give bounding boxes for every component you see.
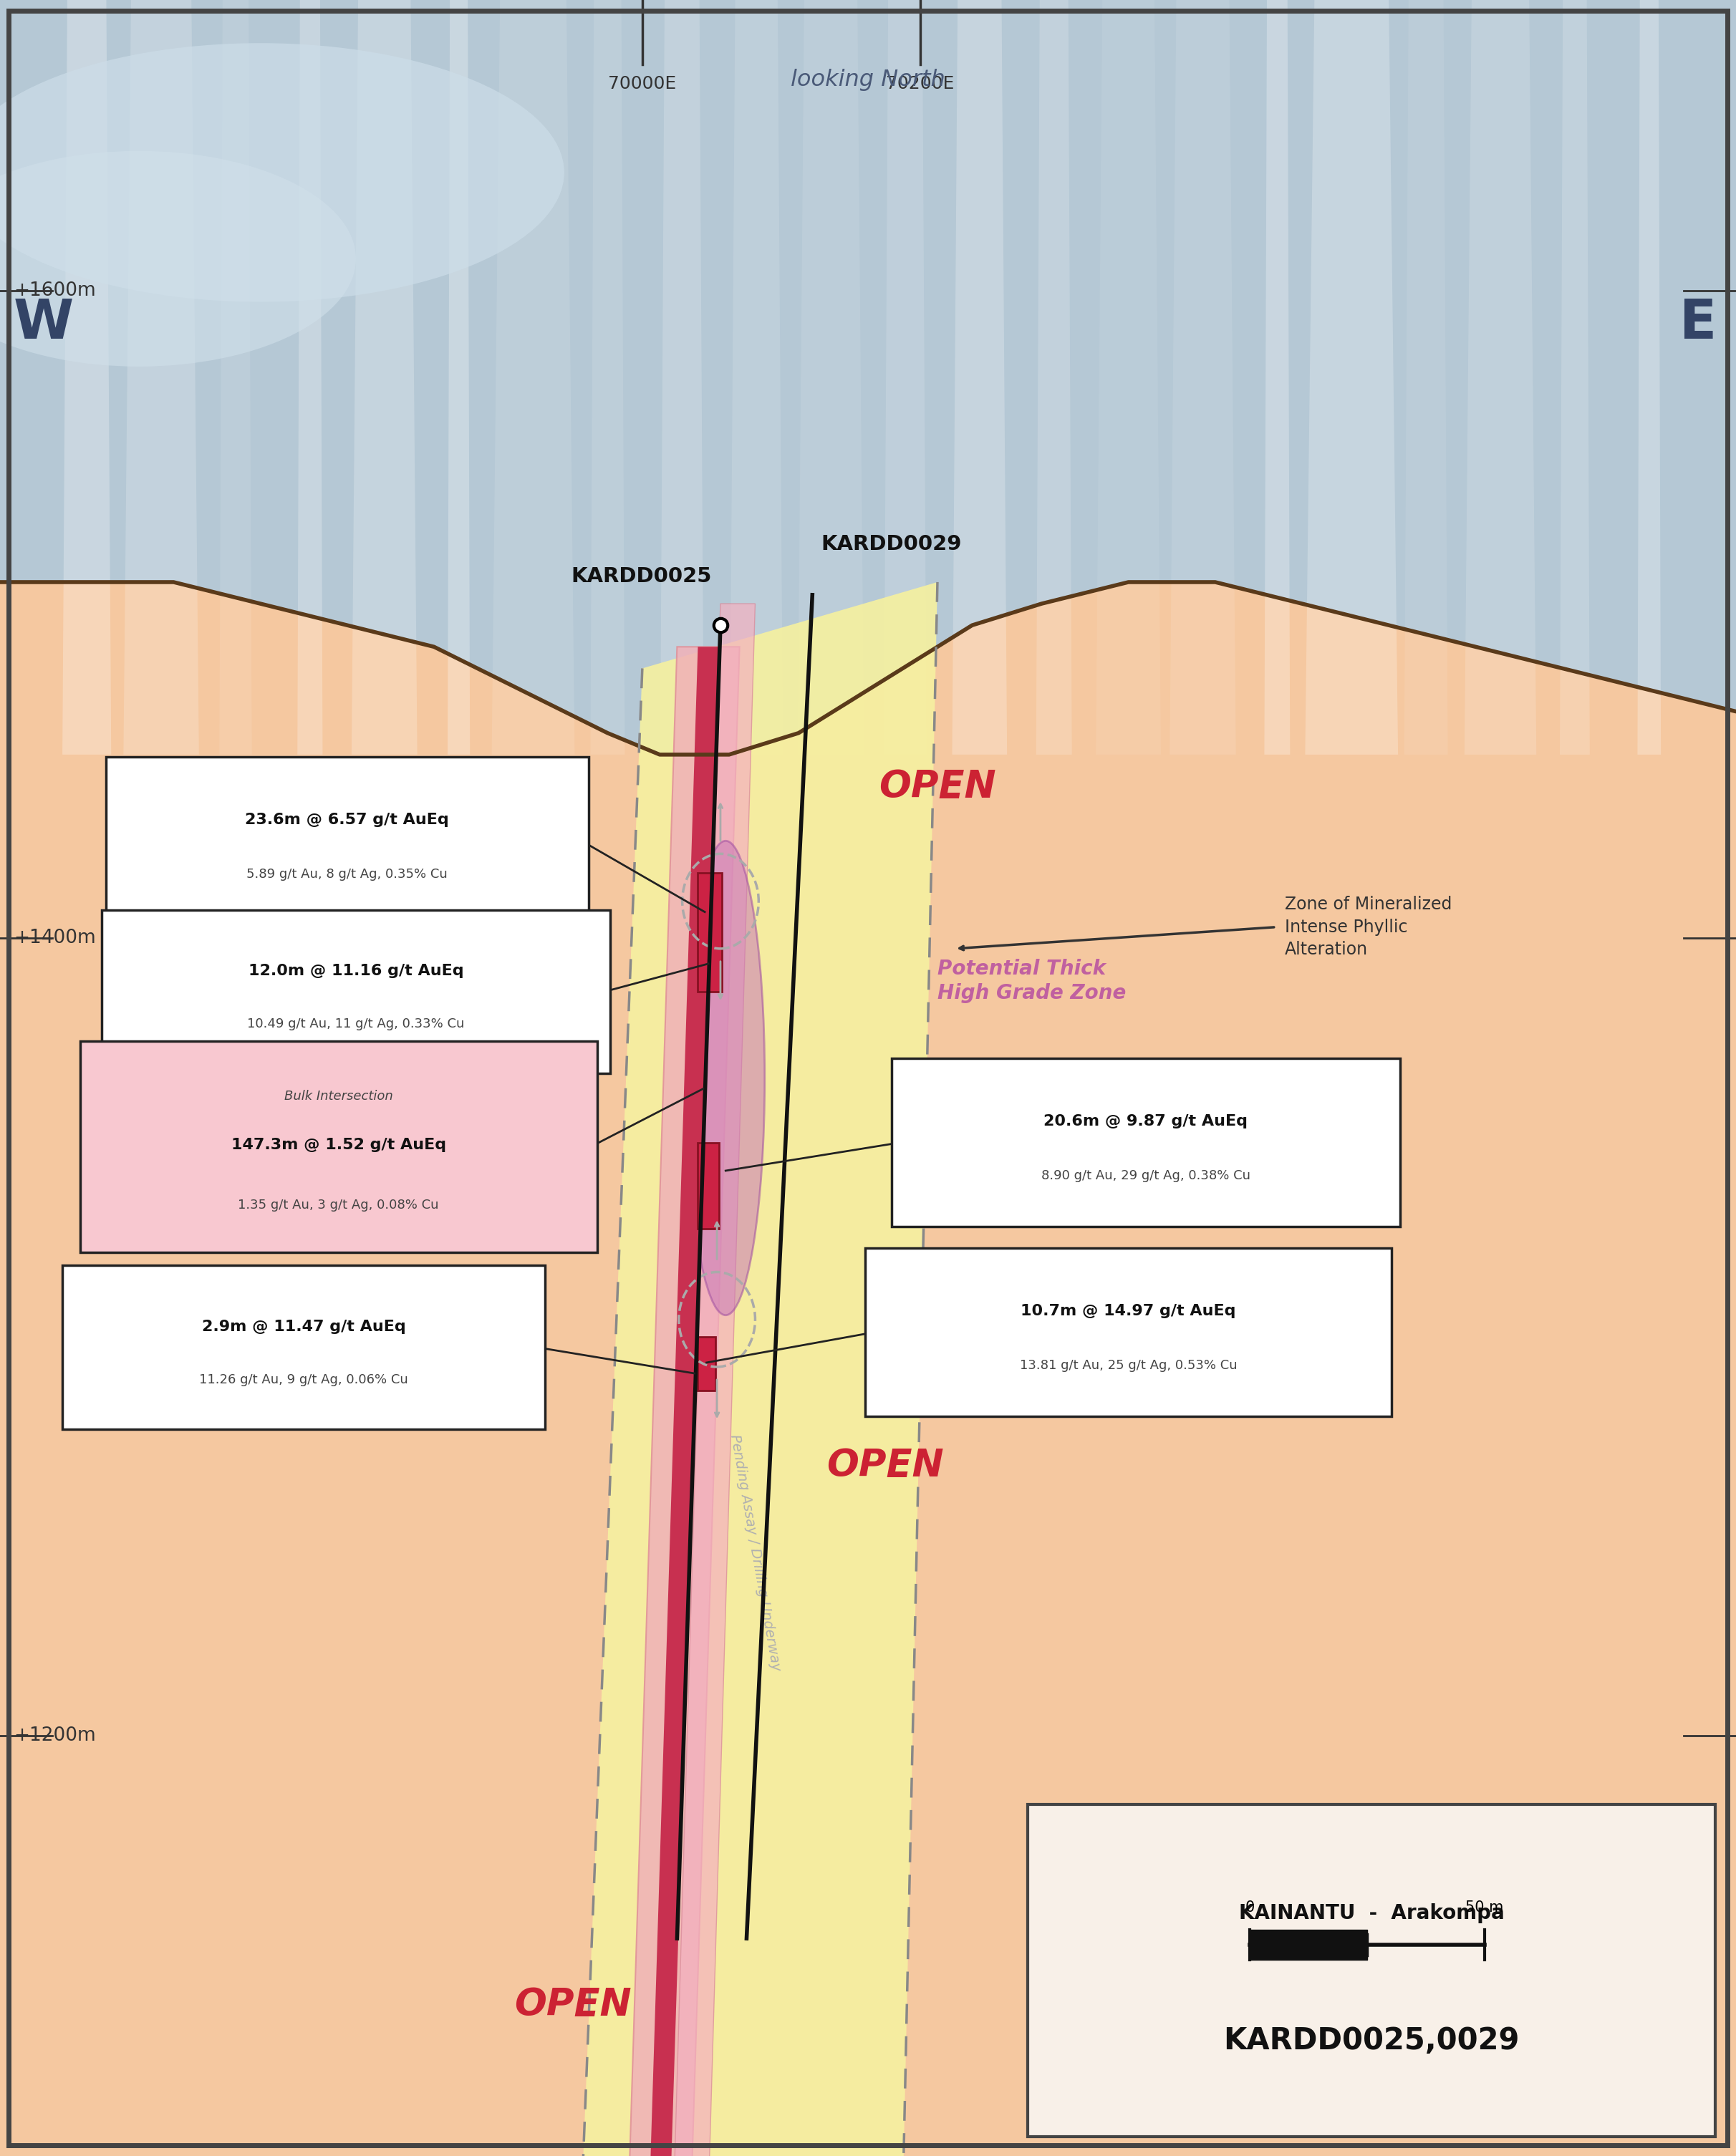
Polygon shape xyxy=(797,0,865,755)
Text: E: E xyxy=(1679,298,1717,349)
Polygon shape xyxy=(0,0,1736,755)
Polygon shape xyxy=(448,0,470,755)
Text: KAINANTU  -  Arakompa: KAINANTU - Arakompa xyxy=(1240,1904,1503,1923)
Polygon shape xyxy=(729,0,783,755)
Polygon shape xyxy=(62,0,111,755)
Polygon shape xyxy=(884,0,927,755)
Text: Zone of Mineralized
Intense Phyllic
Alteration: Zone of Mineralized Intense Phyllic Alte… xyxy=(1285,897,1451,957)
FancyBboxPatch shape xyxy=(80,1041,597,1253)
Polygon shape xyxy=(590,0,625,755)
Polygon shape xyxy=(649,647,719,2156)
Text: 8.90 g/t Au, 29 g/t Ag, 0.38% Cu: 8.90 g/t Au, 29 g/t Ag, 0.38% Cu xyxy=(1042,1169,1250,1181)
Text: 13.81 g/t Au, 25 g/t Ag, 0.53% Cu: 13.81 g/t Au, 25 g/t Ag, 0.53% Cu xyxy=(1019,1358,1238,1371)
Text: OPEN: OPEN xyxy=(826,1447,944,1485)
Bar xyxy=(698,1143,719,1229)
Bar xyxy=(698,873,722,992)
Text: 147.3m @ 1.52 g/t AuEq: 147.3m @ 1.52 g/t AuEq xyxy=(231,1138,446,1151)
FancyBboxPatch shape xyxy=(62,1266,545,1429)
Text: 0: 0 xyxy=(1245,1899,1255,1915)
Polygon shape xyxy=(660,0,703,755)
Text: 1.35 g/t Au, 3 g/t Ag, 0.08% Cu: 1.35 g/t Au, 3 g/t Ag, 0.08% Cu xyxy=(238,1199,439,1212)
Polygon shape xyxy=(1170,0,1236,755)
Text: Bulk Intersection: Bulk Intersection xyxy=(285,1091,392,1104)
FancyBboxPatch shape xyxy=(1028,1805,1715,2137)
FancyBboxPatch shape xyxy=(865,1248,1392,1416)
Text: KARDD0025: KARDD0025 xyxy=(571,567,712,586)
Polygon shape xyxy=(1637,0,1661,755)
Text: +1200m: +1200m xyxy=(14,1727,95,1744)
Text: OPEN: OPEN xyxy=(514,1986,632,2024)
Polygon shape xyxy=(123,0,200,755)
FancyBboxPatch shape xyxy=(101,910,611,1074)
Polygon shape xyxy=(1036,0,1071,755)
Text: looking North: looking North xyxy=(790,69,946,91)
FancyBboxPatch shape xyxy=(892,1059,1399,1227)
Bar xyxy=(698,1337,715,1391)
Text: 70000E: 70000E xyxy=(608,75,677,93)
Text: 11.26 g/t Au, 9 g/t Ag, 0.06% Cu: 11.26 g/t Au, 9 g/t Ag, 0.06% Cu xyxy=(200,1373,408,1386)
Ellipse shape xyxy=(687,841,764,1315)
Ellipse shape xyxy=(0,151,356,367)
Text: OPEN: OPEN xyxy=(878,768,996,806)
Text: 20.6m @ 9.87 g/t AuEq: 20.6m @ 9.87 g/t AuEq xyxy=(1043,1115,1248,1130)
Polygon shape xyxy=(1465,0,1536,755)
Text: 23.6m @ 6.57 g/t AuEq: 23.6m @ 6.57 g/t AuEq xyxy=(245,813,450,828)
Text: KARDD0029: KARDD0029 xyxy=(821,535,962,554)
Polygon shape xyxy=(582,582,937,2156)
Text: +1600m: +1600m xyxy=(14,282,95,300)
Text: 5.89 g/t Au, 8 g/t Ag, 0.35% Cu: 5.89 g/t Au, 8 g/t Ag, 0.35% Cu xyxy=(247,867,448,880)
Text: 2.9m @ 11.47 g/t AuEq: 2.9m @ 11.47 g/t AuEq xyxy=(201,1319,406,1335)
Text: 70200E: 70200E xyxy=(885,75,955,93)
Text: W: W xyxy=(14,298,73,349)
Text: +1400m: +1400m xyxy=(14,929,95,946)
Polygon shape xyxy=(297,0,323,755)
Text: Pending Assay / Drilling Underway: Pending Assay / Drilling Underway xyxy=(727,1434,783,1671)
Text: Potential Thick
High Grade Zone: Potential Thick High Grade Zone xyxy=(937,959,1127,1003)
Polygon shape xyxy=(1404,0,1448,755)
Polygon shape xyxy=(219,0,252,755)
Polygon shape xyxy=(1561,0,1590,755)
Polygon shape xyxy=(1095,0,1161,755)
Polygon shape xyxy=(674,604,755,2156)
Text: 10.49 g/t Au, 11 g/t Ag, 0.33% Cu: 10.49 g/t Au, 11 g/t Ag, 0.33% Cu xyxy=(247,1018,465,1031)
Polygon shape xyxy=(628,647,740,2156)
Text: 10.7m @ 14.97 g/t AuEq: 10.7m @ 14.97 g/t AuEq xyxy=(1021,1304,1236,1319)
Ellipse shape xyxy=(0,43,564,302)
Text: KARDD0025,0029: KARDD0025,0029 xyxy=(1224,2027,1519,2057)
Polygon shape xyxy=(1305,0,1397,755)
Polygon shape xyxy=(951,0,1007,755)
Text: 12.0m @ 11.16 g/t AuEq: 12.0m @ 11.16 g/t AuEq xyxy=(248,964,464,979)
Polygon shape xyxy=(352,0,417,755)
FancyBboxPatch shape xyxy=(106,757,589,925)
Polygon shape xyxy=(491,0,575,755)
Text: 50 m: 50 m xyxy=(1465,1899,1503,1915)
Polygon shape xyxy=(1264,0,1290,755)
